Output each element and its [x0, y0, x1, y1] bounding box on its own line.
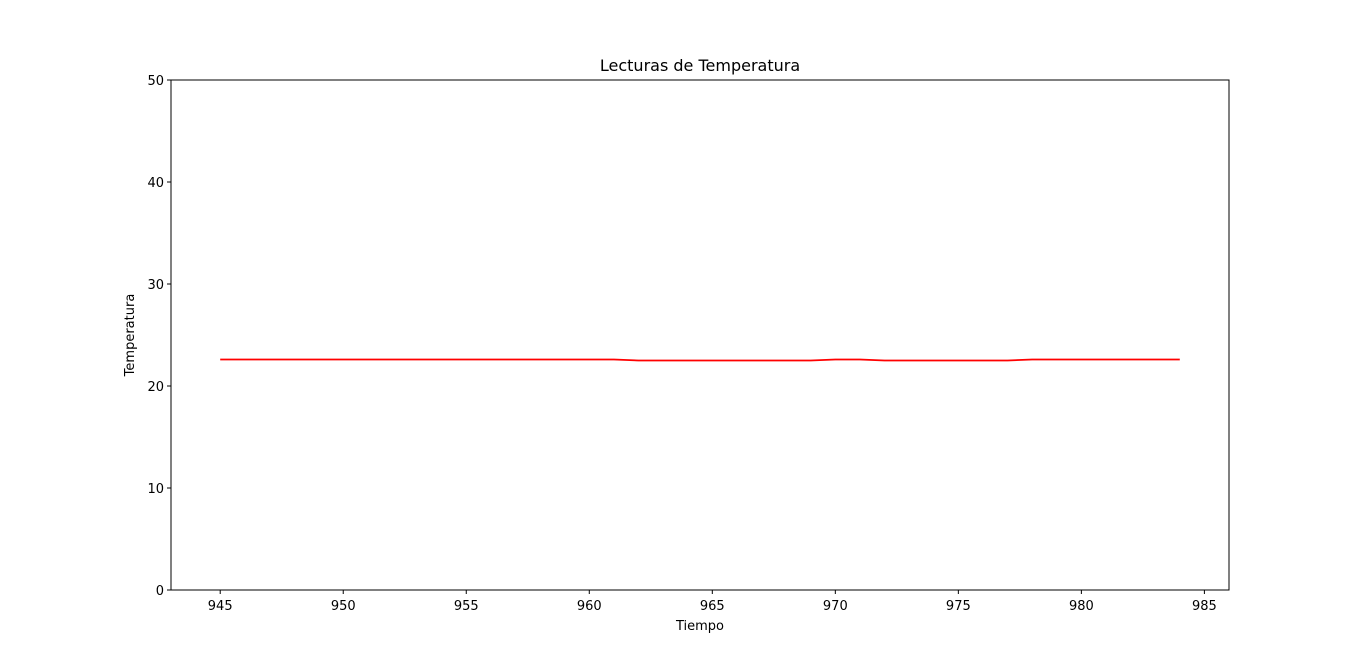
y-tick-label: 0 — [156, 584, 164, 599]
x-tick-label: 950 — [331, 599, 356, 614]
series-layer — [220, 358, 1180, 362]
x-tick-label: 965 — [700, 599, 725, 614]
x-axis-ticks: 945 950 955 960 965 970 975 980 985 — [208, 590, 1217, 614]
chart-title: Lecturas de Temperatura — [600, 56, 800, 75]
temperature-line — [220, 358, 1180, 362]
x-tick-label: 970 — [823, 599, 848, 614]
y-tick-label: 40 — [147, 176, 164, 191]
x-tick-label: 955 — [454, 599, 479, 614]
x-tick-label: 980 — [1069, 599, 1094, 614]
y-tick-label: 50 — [147, 74, 164, 89]
y-axis-label: Temperatura — [123, 294, 138, 378]
y-axis-ticks: 0 10 20 30 40 50 — [147, 74, 171, 599]
y-tick-label: 10 — [147, 482, 164, 497]
x-tick-label: 985 — [1192, 599, 1217, 614]
x-axis-label: Tiempo — [675, 619, 724, 634]
plot-frame — [170, 79, 1230, 591]
x-tick-label: 960 — [577, 599, 602, 614]
x-tick-label: 945 — [208, 599, 233, 614]
y-tick-label: 20 — [147, 380, 164, 395]
y-tick-label: 30 — [147, 278, 164, 293]
x-tick-label: 975 — [946, 599, 971, 614]
